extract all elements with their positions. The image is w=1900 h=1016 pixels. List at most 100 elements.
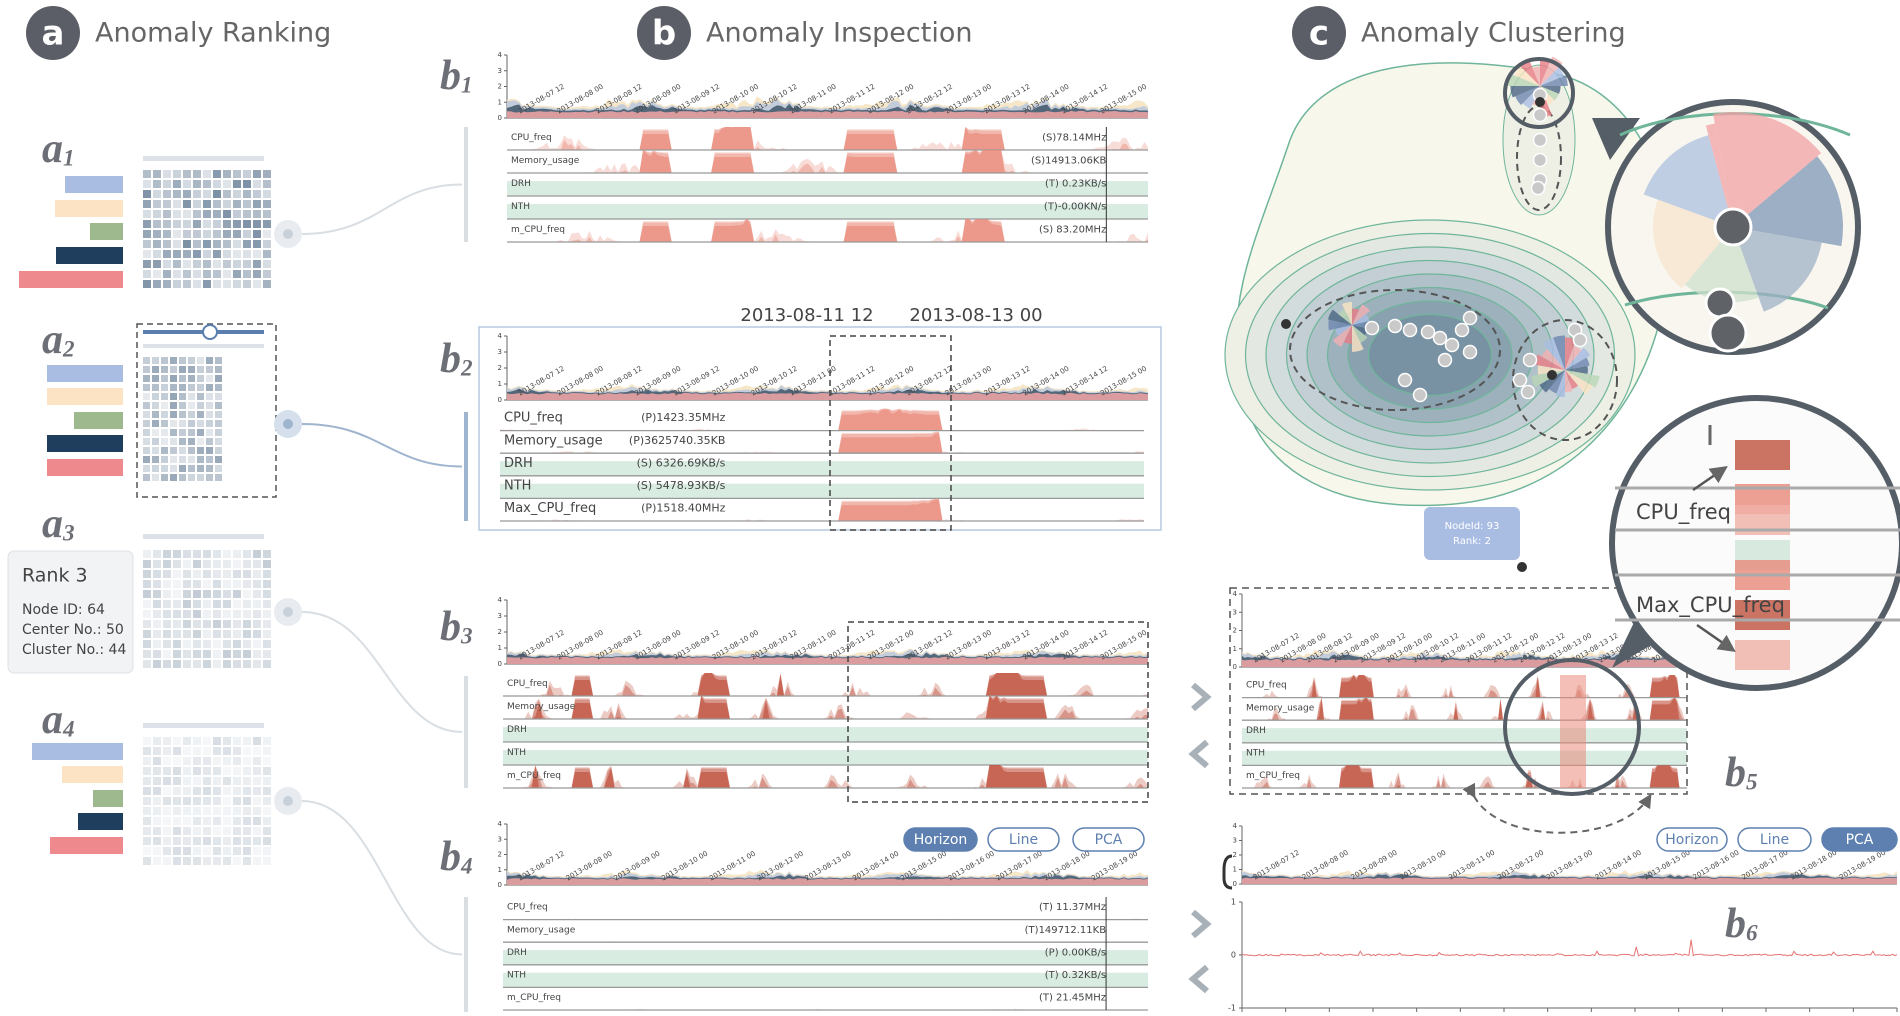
matrix-cell (173, 827, 181, 835)
mode-button[interactable] (987, 827, 1060, 852)
matrix-cell (223, 737, 231, 745)
connector-knob[interactable] (283, 419, 293, 429)
matrix-cell (233, 600, 241, 608)
cluster-point[interactable] (1462, 344, 1478, 360)
mode-button[interactable] (1656, 827, 1728, 852)
cluster-point[interactable] (1364, 320, 1380, 336)
matrix-cell (223, 190, 231, 198)
matrix-cell (203, 590, 211, 598)
mode-button-label[interactable]: Line (1009, 832, 1038, 848)
matrix-cell (233, 560, 241, 568)
matrix-cell (213, 787, 221, 795)
matrix-cell (203, 817, 211, 825)
y-tick-label: 4 (498, 596, 503, 604)
matrix-cell (206, 420, 213, 427)
center-point (1535, 97, 1545, 107)
matrix-cell (213, 200, 221, 208)
cluster-point[interactable] (1444, 337, 1460, 353)
matrix-cell (163, 847, 171, 855)
zoom-wedge (1684, 227, 1759, 303)
matrix-cell (163, 570, 171, 578)
matrix-cell (163, 210, 171, 218)
cluster-point[interactable] (1387, 318, 1403, 334)
matrix-cell (197, 429, 204, 436)
matrix-cell (243, 170, 251, 178)
mode-button[interactable] (1737, 827, 1812, 852)
cluster-point[interactable] (1397, 372, 1413, 388)
cluster-point[interactable] (1412, 387, 1428, 403)
matrix-cell (161, 447, 168, 454)
metric-name: CPU_freq (504, 411, 563, 426)
mode-button[interactable] (903, 827, 978, 852)
mode-button[interactable] (1072, 827, 1145, 852)
slider-knob[interactable] (202, 324, 218, 340)
matrix-cell (183, 570, 191, 578)
matrix-cell (263, 590, 271, 598)
mode-button-label[interactable]: PCA (1095, 832, 1123, 848)
cluster-point[interactable] (1437, 352, 1453, 368)
cluster-point[interactable] (1420, 324, 1436, 340)
matrix-cell (213, 837, 221, 845)
matrix-cell (215, 393, 222, 400)
chevron[interactable] (1191, 909, 1212, 939)
glyph-wedge (1540, 75, 1568, 86)
cluster-point[interactable] (1532, 132, 1548, 148)
matrix-cell (188, 420, 195, 427)
matrix-cell (197, 438, 204, 445)
chevron[interactable] (1188, 739, 1209, 769)
cluster-point[interactable] (1454, 322, 1470, 338)
matrix-cell (183, 787, 191, 795)
mode-button-label[interactable]: Horizon (1665, 832, 1719, 848)
row-band (507, 204, 1148, 219)
cluster-point[interactable] (1432, 330, 1448, 346)
cluster-point[interactable] (1532, 107, 1548, 123)
matrix-cell (143, 630, 151, 638)
matrix-cell (152, 438, 159, 445)
mode-button-label[interactable]: Line (1760, 832, 1789, 848)
row-band (503, 972, 1148, 988)
cluster-point[interactable] (1530, 180, 1546, 196)
matrix-cell (153, 280, 161, 288)
matrix-cell (193, 210, 201, 218)
matrix-cell (143, 620, 151, 628)
mode-button[interactable] (1821, 827, 1898, 852)
matrix-cell (143, 411, 150, 418)
cluster-point[interactable] (1532, 152, 1548, 168)
metric-name: Memory_usage (507, 702, 576, 712)
matrix-cell (233, 660, 241, 668)
zoom-wedge (1643, 135, 1733, 227)
horizon-area (503, 673, 1148, 696)
matrix-cell (188, 366, 195, 373)
connector-knob[interactable] (283, 229, 293, 239)
matrix-cell (152, 393, 159, 400)
matrix-cell (253, 797, 261, 805)
cluster-point[interactable] (1512, 372, 1528, 388)
matrix-cell (263, 250, 271, 258)
matrix-cell (203, 220, 211, 228)
matrix-cell (253, 200, 261, 208)
mode-button-label[interactable]: PCA (1846, 832, 1874, 848)
matrix-cell (183, 590, 191, 598)
chevron[interactable] (1191, 682, 1212, 712)
y-tick-label: 0 (1231, 951, 1236, 960)
chevron[interactable] (1188, 964, 1209, 994)
matrix-cell (153, 610, 161, 618)
matrix-cell (193, 660, 201, 668)
cluster-point[interactable] (1520, 384, 1536, 400)
matrix-cell (243, 787, 251, 795)
matrix-cell (152, 456, 159, 463)
cluster-point[interactable] (1522, 352, 1538, 368)
matrix-cell (163, 550, 171, 558)
pca-line (1241, 939, 1898, 957)
connector-knob[interactable] (283, 796, 293, 806)
center-point (1547, 370, 1557, 380)
cluster-point[interactable] (1462, 310, 1478, 326)
matrix-cell (203, 787, 211, 795)
horizon-area (503, 696, 1148, 719)
matrix-cell (223, 230, 231, 238)
cluster-point[interactable] (1402, 322, 1418, 338)
connector-knob[interactable] (283, 607, 293, 617)
cluster-point[interactable] (1572, 332, 1588, 348)
matrix-cell (173, 210, 181, 218)
mode-button-label[interactable]: Horizon (914, 832, 968, 848)
